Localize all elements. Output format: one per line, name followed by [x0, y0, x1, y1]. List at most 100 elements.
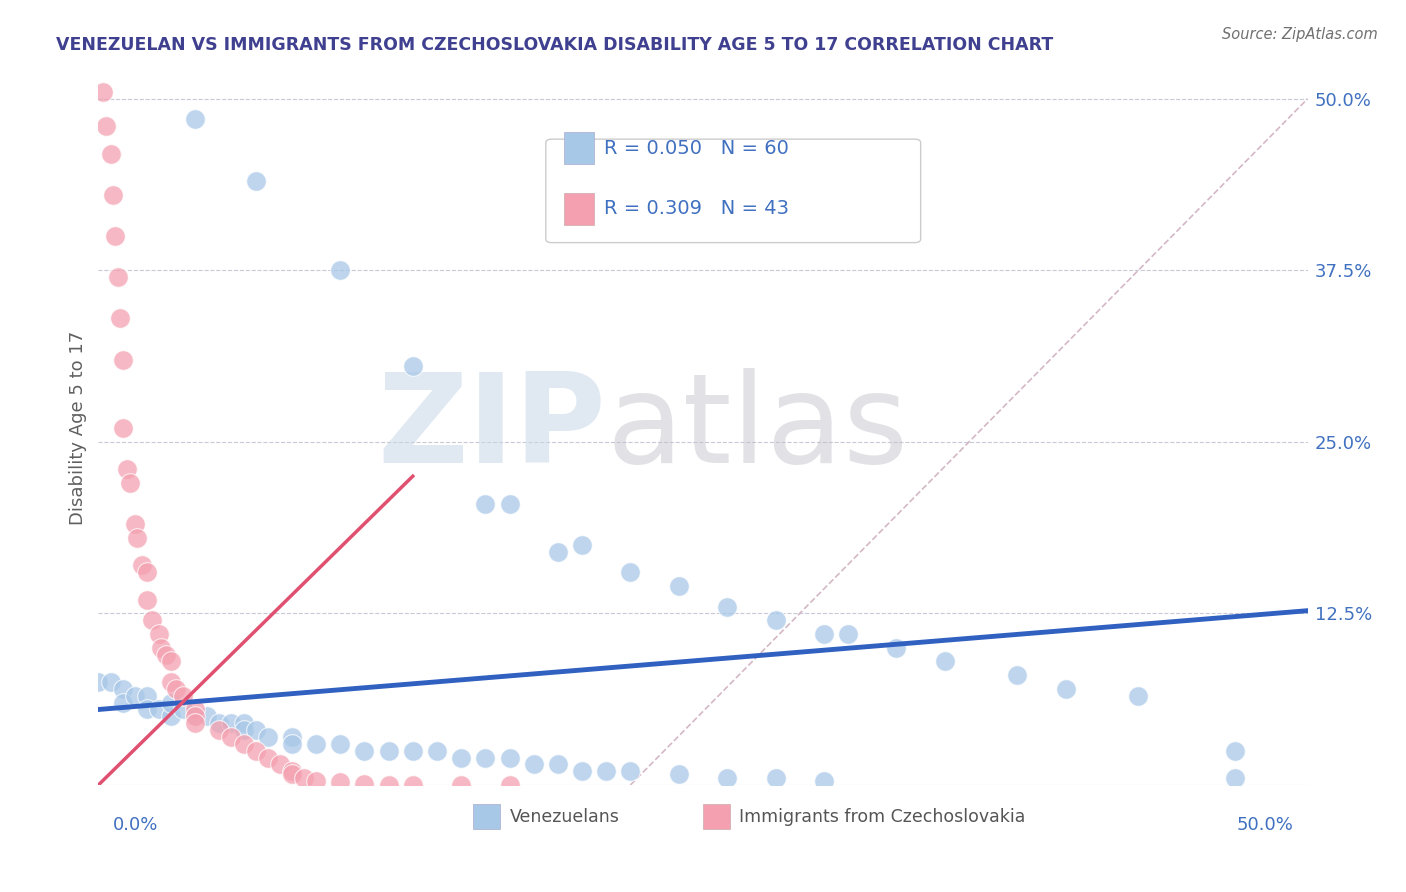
Point: [127, 531, 149, 545]
Point: [547, 757, 569, 772]
Point: [232, 723, 254, 737]
Point: [292, 771, 315, 785]
Point: [281, 767, 304, 781]
Y-axis label: Disability Age 5 to 17: Disability Age 5 to 17: [69, 331, 87, 525]
Point: [402, 778, 425, 792]
Point: [221, 730, 243, 744]
Point: [160, 709, 183, 723]
Text: R = 0.309   N = 43: R = 0.309 N = 43: [603, 199, 789, 218]
Text: Source: ZipAtlas.com: Source: ZipAtlas.com: [1222, 27, 1378, 42]
Point: [474, 497, 496, 511]
Point: [765, 771, 787, 785]
Point: [87, 675, 110, 690]
Text: atlas: atlas: [606, 368, 908, 489]
Point: [281, 737, 304, 751]
Point: [377, 744, 399, 758]
Point: [91, 85, 114, 99]
Point: [1128, 689, 1150, 703]
Point: [305, 737, 328, 751]
Point: [245, 744, 267, 758]
Point: [172, 702, 194, 716]
Point: [100, 146, 122, 161]
Point: [100, 675, 122, 690]
Point: [148, 702, 170, 716]
Point: [498, 750, 520, 764]
Point: [450, 778, 472, 792]
Point: [150, 640, 173, 655]
Point: [1007, 668, 1029, 682]
FancyBboxPatch shape: [474, 805, 501, 830]
Point: [184, 702, 207, 716]
Text: Immigrants from Czechoslovakia: Immigrants from Czechoslovakia: [740, 808, 1025, 826]
Point: [281, 764, 304, 779]
Point: [256, 750, 278, 764]
Point: [111, 696, 134, 710]
Point: [111, 352, 134, 367]
Point: [111, 421, 134, 435]
Point: [141, 613, 163, 627]
Point: [305, 773, 328, 788]
Point: [571, 538, 593, 552]
Point: [813, 773, 835, 788]
Point: [402, 744, 425, 758]
Point: [104, 229, 127, 244]
Point: [281, 730, 304, 744]
Point: [94, 120, 117, 134]
Point: [124, 517, 146, 532]
Text: ZIP: ZIP: [378, 368, 606, 489]
Point: [245, 723, 267, 737]
Point: [195, 709, 218, 723]
Point: [765, 613, 787, 627]
Point: [716, 771, 738, 785]
Point: [160, 675, 183, 690]
Point: [208, 723, 231, 737]
Point: [498, 497, 520, 511]
Point: [426, 744, 449, 758]
FancyBboxPatch shape: [564, 132, 595, 164]
Point: [245, 174, 267, 188]
Point: [184, 709, 207, 723]
Point: [118, 476, 141, 491]
Point: [172, 689, 194, 703]
Point: [155, 648, 177, 662]
Point: [269, 757, 291, 772]
Point: [1223, 771, 1246, 785]
Point: [329, 775, 352, 789]
Text: R = 0.050   N = 60: R = 0.050 N = 60: [603, 139, 789, 158]
Text: VENEZUELAN VS IMMIGRANTS FROM CZECHOSLOVAKIA DISABILITY AGE 5 TO 17 CORRELATION : VENEZUELAN VS IMMIGRANTS FROM CZECHOSLOV…: [56, 36, 1053, 54]
Point: [148, 627, 170, 641]
FancyBboxPatch shape: [546, 139, 921, 243]
Point: [232, 716, 254, 731]
Point: [886, 640, 908, 655]
Point: [353, 776, 375, 790]
Point: [837, 627, 859, 641]
Point: [101, 187, 124, 202]
Point: [135, 689, 157, 703]
Point: [107, 270, 129, 285]
Point: [619, 764, 641, 779]
Point: [619, 566, 641, 580]
Point: [165, 681, 187, 696]
Text: 0.0%: 0.0%: [112, 816, 157, 834]
Point: [131, 558, 153, 573]
FancyBboxPatch shape: [564, 193, 595, 225]
Point: [402, 359, 425, 374]
Point: [450, 750, 472, 764]
Point: [329, 737, 352, 751]
Point: [208, 716, 231, 731]
Point: [934, 655, 956, 669]
Point: [108, 311, 131, 326]
Point: [256, 730, 278, 744]
Point: [813, 627, 835, 641]
Point: [498, 778, 520, 792]
Point: [523, 757, 546, 772]
Point: [1223, 744, 1246, 758]
Point: [135, 566, 157, 580]
Point: [160, 696, 183, 710]
Text: Venezuelans: Venezuelans: [509, 808, 620, 826]
Point: [117, 462, 139, 476]
Point: [668, 767, 690, 781]
Point: [571, 764, 593, 779]
Point: [111, 681, 134, 696]
Point: [474, 750, 496, 764]
